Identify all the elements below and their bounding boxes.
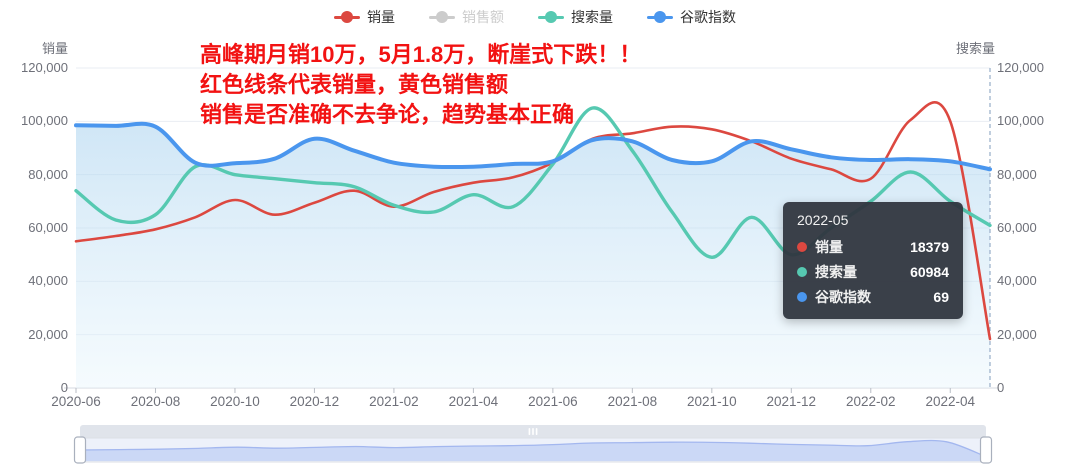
left-tick-label: 0 [60,380,68,395]
legend-line-dot-icon [429,11,455,23]
legend-item-google-index[interactable]: 谷歌指数 [647,7,736,27]
x-axis-label: 2020-12 [289,394,340,409]
tooltip-row: 搜索量 60984 [797,262,949,282]
tooltip-series-label: 搜索量 [815,264,857,280]
right-tick-label: 40,000 [997,273,1037,289]
right-tick-label: 60,000 [997,220,1037,235]
x-axis-label: 2021-10 [687,394,737,409]
x-axis-label: 2021-02 [369,394,419,409]
legend: 销量 销售额 搜索量 谷歌指数 [0,7,1070,27]
x-axis-label: 2021-08 [607,394,658,409]
legend-item-sales-amount[interactable]: 销售额 [429,7,504,27]
right-tick-label: 100,000 [997,113,1044,129]
left-tick-label: 100,000 [21,113,68,129]
legend-label: 销售额 [462,9,504,25]
tooltip-series-label: 谷歌指数 [815,289,871,305]
left-tick-label: 40,000 [28,273,68,289]
x-axis-label: 2021-04 [448,394,499,409]
datazoom-handle-right[interactable] [979,436,993,464]
right-tick-label: 80,000 [997,166,1037,182]
legend-label: 谷歌指数 [680,9,736,25]
tooltip-series-label: 销量 [815,239,843,255]
annotation-line: 红色线条代表销量，黄色销售额 [200,72,509,97]
legend-line-dot-icon [538,11,564,23]
datazoom-silhouette [80,440,986,461]
left-axis-name: 销量 [41,41,68,56]
tooltip-row: 销量 18379 [797,237,949,257]
left-tick-label: 120,000 [21,60,68,75]
x-axis-label: 2021-12 [766,394,817,409]
x-axis-label: 2021-06 [528,394,578,409]
x-axis-label: 2020-08 [130,394,181,409]
legend-label: 搜索量 [571,9,613,25]
right-tick-label: 0 [997,380,1005,395]
series-marker-icon [797,242,807,252]
legend-label: 销量 [367,9,395,25]
left-tick-label: 80,000 [28,166,68,182]
datazoom-silhouette-line [79,439,987,458]
x-axis-label: 2022-02 [846,394,896,409]
tooltip: 2022-05 销量 18379 搜索量 60984 谷歌指数 69 [783,202,963,319]
series-marker-icon [797,267,807,277]
tooltip-series-value: 69 [933,289,949,305]
annotation-line: 高峰期月销10万，5月1.8万，断崖式下跌！！ [200,42,642,67]
legend-item-search[interactable]: 搜索量 [538,7,613,27]
tooltip-series-value: 60984 [910,264,949,280]
right-tick-label: 20,000 [997,326,1037,342]
x-axis-label: 2022-04 [925,394,976,409]
series-line-谷歌指数[interactable] [74,121,992,172]
annotation-text: 高峰期月销10万，5月1.8万，断崖式下跌！！ 红色线条代表销量，黄色销售额销售是… [200,40,641,130]
tooltip-series-value: 18379 [910,239,949,255]
legend-item-sales[interactable]: 销量 [334,7,395,27]
annotation-line: 销售是否准确不去争论，趋势基本正确 [200,102,575,127]
x-axis-label: 2020-10 [210,394,260,409]
right-tick-label: 120,000 [997,60,1044,75]
tooltip-title: 2022-05 [797,212,849,228]
datazoom-grip-icon [535,428,538,435]
right-axis-name: 搜索量 [956,41,996,56]
left-tick-label: 60,000 [28,220,68,235]
legend-line-dot-icon [334,11,360,23]
series-marker-icon [797,292,807,302]
tooltip-rows: 销量 18379 搜索量 60984 谷歌指数 69 [797,237,949,307]
datazoom-grip-icon [532,428,534,435]
x-axis-label: 2020-06 [51,394,101,409]
datazoom-handle-left[interactable] [73,436,87,464]
area-google-index [76,123,990,388]
tooltip-row: 谷歌指数 69 [797,287,949,307]
datazoom-grip-icon [528,428,531,435]
legend-line-dot-icon [647,11,673,23]
left-tick-label: 20,000 [28,326,68,342]
